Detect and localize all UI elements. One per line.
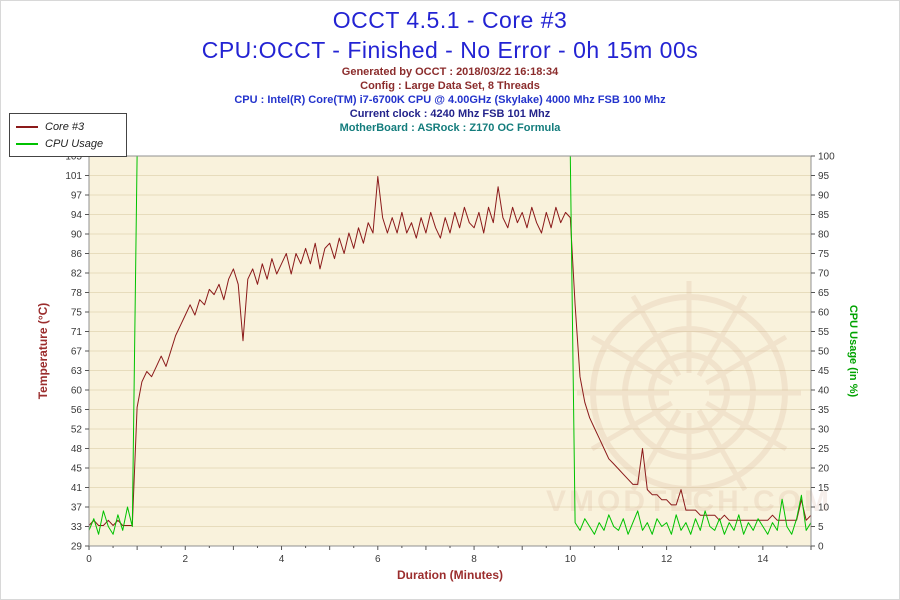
legend-label-cpu-usage: CPU Usage [45,137,104,150]
svg-text:0: 0 [86,554,92,565]
svg-text:12: 12 [661,554,673,565]
svg-text:15: 15 [818,483,830,494]
svg-text:10: 10 [565,554,577,565]
svg-text:105: 105 [65,152,82,163]
svg-text:2: 2 [182,554,188,565]
svg-text:90: 90 [818,191,830,202]
svg-text:8: 8 [471,554,477,565]
svg-text:0: 0 [818,542,824,553]
report-title: OCCT 4.5.1 - Core #3 [332,7,568,33]
svg-text:5: 5 [818,522,824,533]
svg-text:101: 101 [65,171,82,182]
cpu-info-line: CPU : Intel(R) Core(TM) i7-6700K CPU @ 4… [234,94,666,106]
legend-item-core3: Core #3 [16,118,120,135]
core3-line-swatch [16,125,38,128]
watermark: VMODTECH.COM [546,281,832,518]
svg-text:78: 78 [71,288,83,299]
svg-text:85: 85 [818,210,830,221]
current-clock-line: Current clock : 4240 Mhz FSB 101 Mhz [349,108,551,120]
svg-text:55: 55 [818,327,830,338]
svg-text:63: 63 [71,366,83,377]
report-header: OCCT 4.5.1 - Core #3 CPU:OCCT - Finished… [1,5,899,135]
x-axis-title: Duration (Minutes) [397,568,503,582]
svg-text:14: 14 [757,554,769,565]
svg-text:97: 97 [71,191,83,202]
svg-text:65: 65 [818,288,830,299]
svg-text:25: 25 [818,444,830,455]
svg-text:90: 90 [71,230,83,241]
svg-text:75: 75 [818,249,830,260]
svg-text:45: 45 [818,366,830,377]
motherboard-line: MotherBoard : ASRock : Z170 OC Formula [339,122,561,134]
svg-text:56: 56 [71,405,83,416]
left-axis-title: Temperature (°C) [36,303,50,400]
svg-text:82: 82 [71,269,83,280]
left-axis: 105 101 97 94 90 86 82 78 75 71 67 63 60 56 52 48 45 41 37… [65,152,89,553]
svg-text:60: 60 [818,308,830,319]
svg-text:40: 40 [818,386,830,397]
svg-text:70: 70 [818,269,830,280]
svg-text:30: 30 [818,425,830,436]
right-axis-title: CPU Usage (in %) [847,305,859,398]
svg-text:10: 10 [818,503,830,514]
svg-text:48: 48 [71,444,83,455]
svg-text:20: 20 [818,464,830,475]
gridlines [89,155,811,547]
legend-label-core3: Core #3 [45,120,85,133]
svg-text:29: 29 [71,542,83,553]
svg-text:52: 52 [71,425,83,436]
svg-text:71: 71 [71,327,83,338]
svg-text:86: 86 [71,249,83,260]
legend-item-cpu-usage: CPU Usage [16,135,120,152]
cpu-usage-line-swatch [16,142,38,145]
generated-timestamp: Generated by OCCT : 2018/03/22 16:18:34 [341,66,559,78]
right-axis: 1009590858075706560555045403530252015105… [811,152,835,553]
x-axis: 0 2 4 6 8 10 12 14 [86,546,812,565]
svg-text:95: 95 [818,171,830,182]
svg-text:50: 50 [818,347,830,358]
config-line: Config : Large Data Set, 8 Threads [360,80,540,92]
svg-text:41: 41 [71,483,83,494]
watermark-text: VMODTECH.COM [546,485,832,518]
svg-text:100: 100 [818,152,835,163]
report-status-title: CPU:OCCT - Finished - No Error - 0h 15m … [201,37,699,63]
svg-text:67: 67 [71,347,83,358]
svg-text:6: 6 [375,554,381,565]
svg-text:75: 75 [71,308,83,319]
svg-text:33: 33 [71,522,83,533]
svg-text:60: 60 [71,386,83,397]
svg-text:94: 94 [71,210,83,221]
legend: Core #3 CPU Usage [9,113,127,157]
svg-text:80: 80 [818,230,830,241]
svg-text:45: 45 [71,464,83,475]
series-0 [88,176,812,526]
svg-text:35: 35 [818,405,830,416]
svg-text:37: 37 [71,503,83,514]
svg-text:4: 4 [279,554,285,565]
